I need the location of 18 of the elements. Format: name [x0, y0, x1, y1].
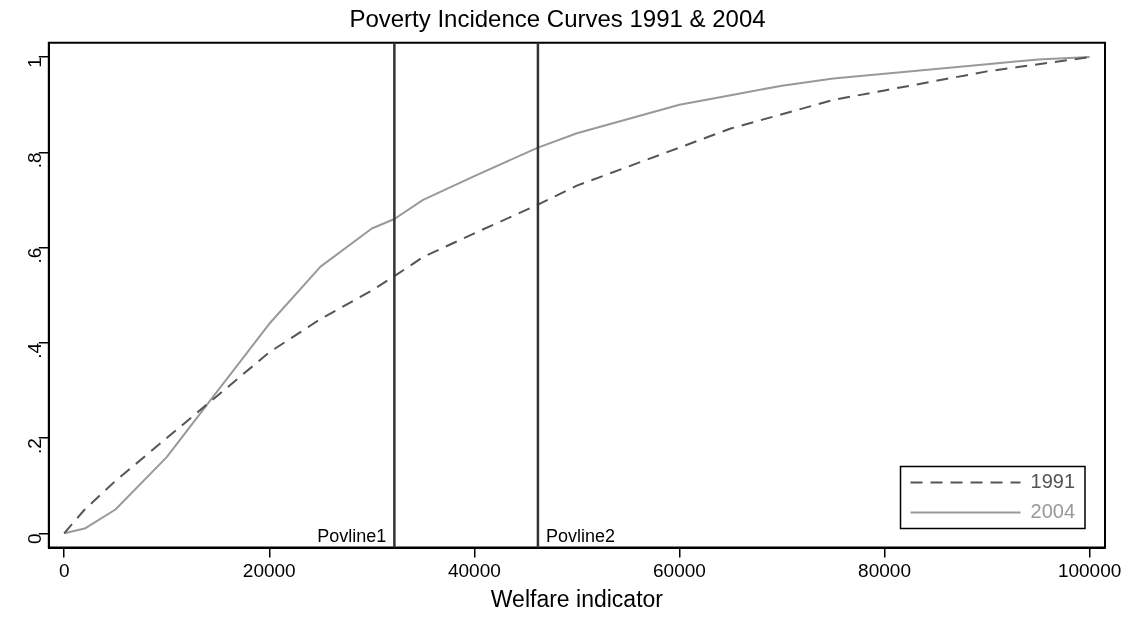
text: 1991	[1030, 470, 1076, 493]
x-tick-label: 40000	[447, 560, 501, 582]
x-tick-label: 0	[58, 560, 70, 582]
x-tick-label: 20000	[242, 560, 296, 582]
y-tick-label: .8	[24, 152, 46, 169]
y-tick-label: .6	[24, 247, 46, 264]
ref-line-label: Povline2	[545, 525, 615, 546]
y-tick-label: .2	[24, 438, 46, 454]
x-tick-label: 80000	[858, 560, 911, 582]
chart-title: Poverty Incidence Curves 1991 & 2004	[349, 5, 766, 33]
y-tick-label: .4	[24, 342, 46, 359]
x-tick-label: 60000	[653, 560, 706, 582]
x-tick-label: 100000	[1057, 560, 1122, 582]
y-tick-label: 0	[24, 533, 46, 544]
x-axis-title: Welfare indicator	[490, 585, 664, 612]
ref-line-label: Povline1	[317, 525, 387, 546]
y-tick-label: 1	[24, 57, 46, 68]
text: 2004	[1030, 500, 1076, 523]
